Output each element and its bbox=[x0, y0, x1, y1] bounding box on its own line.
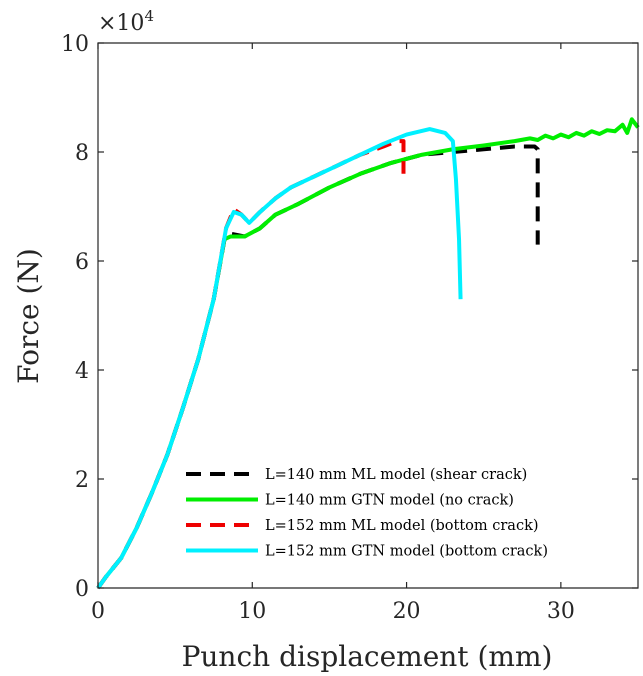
legend-label-3: L=152 mm ML model (bottom crack) bbox=[265, 518, 539, 534]
y-multiplier-exponent: 4 bbox=[144, 7, 154, 25]
y-tick-label: 8 bbox=[75, 141, 89, 166]
plot-background bbox=[98, 43, 638, 588]
series-line-4 bbox=[96, 127, 463, 590]
x-tick-label: 10 bbox=[238, 599, 266, 624]
y-tick-label: 4 bbox=[75, 359, 89, 384]
x-tick-label: 0 bbox=[91, 599, 105, 624]
axes: 0 10 20 30 0 2 4 6 8 10 bbox=[61, 32, 639, 624]
legend-label-1: L=140 mm ML model (shear crack) bbox=[265, 467, 527, 483]
legend-label-2: L=140 mm GTN model (no crack) bbox=[265, 493, 514, 509]
series-layer bbox=[96, 117, 640, 590]
y-tick-label: 6 bbox=[75, 250, 89, 275]
x-axis-label: Punch displacement (mm) bbox=[182, 640, 553, 673]
y-multiplier-base: ×10 bbox=[98, 11, 144, 36]
x-tick-label: 30 bbox=[547, 599, 575, 624]
plot-area bbox=[98, 43, 638, 588]
legend-label-4: L=152 mm GTN model (bottom crack) bbox=[265, 544, 548, 560]
y-tick-label: 2 bbox=[75, 468, 89, 493]
y-tick-label: 10 bbox=[61, 32, 89, 57]
legend: L=140 mm ML model (shear crack) L=140 mm … bbox=[186, 467, 548, 560]
y-axis-label: Force (N) bbox=[12, 248, 45, 384]
x-tick-label: 20 bbox=[393, 599, 421, 624]
y-multiplier: ×104 bbox=[98, 7, 154, 36]
y-tick-label: 0 bbox=[75, 577, 89, 602]
